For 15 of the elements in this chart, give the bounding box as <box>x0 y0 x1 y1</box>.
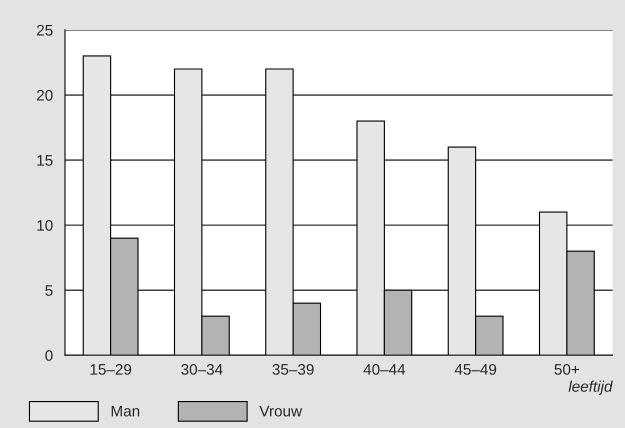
legend-label: Vrouw <box>259 406 302 416</box>
x-tick-label: 45–49 <box>454 364 496 375</box>
y-tick-label: 15 <box>37 155 53 166</box>
x-tick-label: 15–29 <box>90 364 132 375</box>
legend-label: Man <box>112 406 140 416</box>
x-axis-title: leeftijd <box>568 380 613 395</box>
x-tick-label: 35–39 <box>272 364 314 375</box>
y-tick-label: 0 <box>45 350 53 361</box>
x-tick-label: 50+ <box>554 364 580 375</box>
y-tick-label: 25 <box>36 24 53 36</box>
y-tick-label: 5 <box>45 285 53 296</box>
x-tick-label: 30–34 <box>181 364 223 375</box>
x-tick-label: 40–44 <box>363 364 406 375</box>
y-tick-label: 20 <box>36 90 53 101</box>
y-tick-label: 10 <box>37 220 53 231</box>
